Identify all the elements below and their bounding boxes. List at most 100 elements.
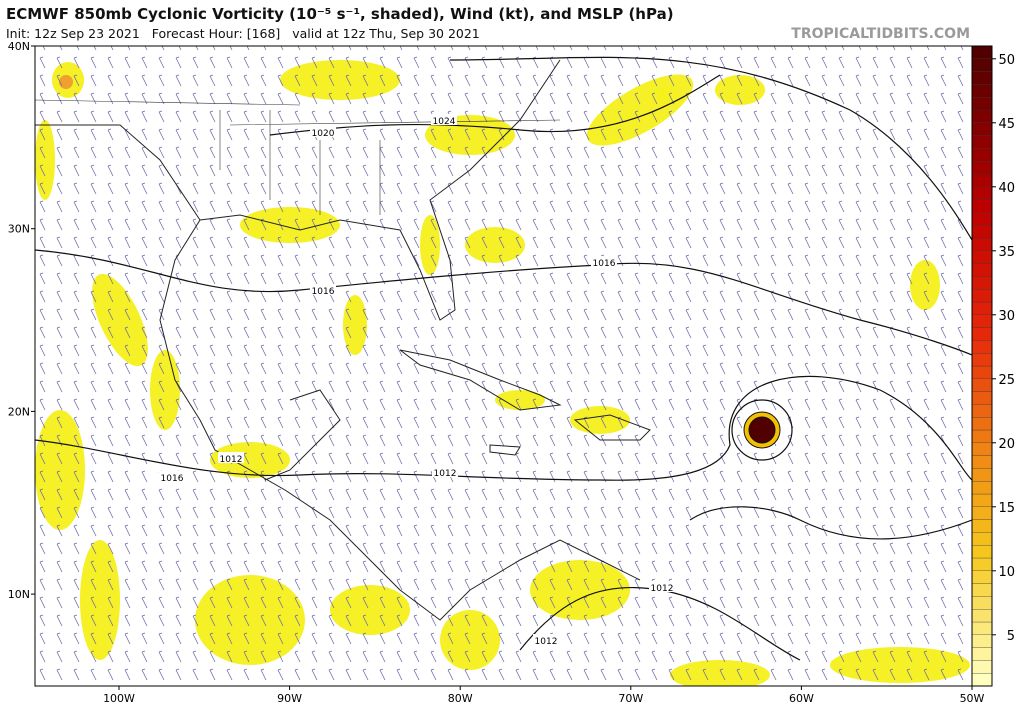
- colorbar-step: [971, 596, 993, 610]
- colorbar-step: [971, 493, 993, 507]
- colorbar-step: [971, 468, 993, 482]
- isobar-label: 1012: [220, 455, 243, 465]
- colorbar-step: [971, 161, 993, 175]
- colorbar-frame: [971, 45, 993, 687]
- colorbar-label: 35: [998, 245, 1015, 260]
- colorbar-step: [971, 327, 993, 341]
- isobar-label: 1012: [651, 584, 674, 594]
- colorbar-label: 45: [998, 117, 1015, 132]
- colorbar-step: [971, 71, 993, 85]
- colorbar: 5 10 15 20 25 30 35 40 45 50: [971, 45, 1015, 687]
- colorbar-label: 25: [998, 373, 1015, 388]
- isobar-label-bg: [310, 126, 336, 137]
- isobar-label-bg: [310, 284, 336, 295]
- colorbar-step: [971, 621, 993, 635]
- colorbar-step: [971, 532, 993, 546]
- colorbar-step: [971, 237, 993, 251]
- lon-label: 90W: [277, 692, 302, 705]
- lon-label: 100W: [103, 692, 135, 705]
- colorbar-step: [971, 570, 993, 584]
- colorbar-step: [971, 45, 993, 59]
- colorbar-step: [971, 391, 993, 405]
- colorbar-step: [971, 122, 993, 136]
- lon-label: 50W: [960, 692, 985, 705]
- colorbar-step: [971, 135, 993, 149]
- colorbar-step: [971, 583, 993, 597]
- isobar-label: 1024: [433, 117, 456, 127]
- colorbar-step: [971, 545, 993, 559]
- colorbar-step: [971, 199, 993, 213]
- colorbar-step: [971, 301, 993, 315]
- lat-label: 40N: [8, 40, 30, 53]
- colorbar-label: 30: [998, 309, 1015, 324]
- colorbar-step: [971, 557, 993, 571]
- colorbar-step: [971, 609, 993, 623]
- colorbar-step: [971, 97, 993, 111]
- colorbar-step: [971, 173, 993, 187]
- lon-label: 60W: [789, 692, 814, 705]
- colorbar-step: [971, 250, 993, 264]
- colorbar-step: [971, 353, 993, 367]
- isobar-label-bg: [649, 581, 675, 592]
- coastlines: [35, 59, 651, 621]
- isobar-label-bg: [533, 634, 559, 645]
- map: 1020 1024 1016 1016 1012 1016 1012 1012 1012: [35, 46, 972, 686]
- lon-label: 70W: [618, 692, 643, 705]
- colorbar-step: [971, 417, 993, 431]
- colorbar-label: 15: [998, 501, 1015, 516]
- colorbar-step: [971, 225, 993, 239]
- colorbar-step: [971, 263, 993, 277]
- colorbar-label: 10: [998, 565, 1015, 580]
- wind-barbs: [35, 46, 972, 686]
- colorbar-step: [971, 378, 993, 392]
- colorbar-step: [971, 212, 993, 226]
- isobar-label: 1016: [161, 474, 184, 484]
- colorbar-step: [971, 647, 993, 661]
- lat-label: 30N: [8, 223, 30, 236]
- isobar-label-bg: [218, 452, 244, 463]
- axes-labels: 40N 30N 20N 10N 100W 90W 80W 70W 60W 50W: [8, 40, 985, 705]
- lat-label: 10N: [8, 588, 30, 601]
- colorbar-label: 50: [998, 53, 1015, 68]
- isobar-label-bg: [432, 466, 458, 477]
- isobars: [35, 56, 972, 661]
- colorbar-label: 20: [998, 437, 1015, 452]
- colorbar-step: [971, 481, 993, 495]
- lat-label: 20N: [8, 405, 30, 418]
- colorbar-step: [971, 429, 993, 443]
- credit: TROPICALTIDBITS.COM: [791, 26, 970, 42]
- isobar-label: 1016: [312, 287, 335, 297]
- colorbar-step: [971, 404, 993, 418]
- isobar-label: 1012: [434, 469, 457, 479]
- colorbar-step: [971, 340, 993, 354]
- colorbar-step: [971, 58, 993, 72]
- title: ECMWF 850mb Cyclonic Vorticity (10⁻⁵ s⁻¹…: [6, 5, 674, 23]
- colorbar-step: [971, 84, 993, 98]
- lon-label: 80W: [448, 692, 473, 705]
- subtitle: Init: 12z Sep 23 2021 Forecast Hour: [16…: [6, 26, 480, 41]
- colorbar-step: [971, 506, 993, 520]
- colorbar-step: [971, 673, 993, 687]
- colorbar-step: [971, 314, 993, 328]
- colorbar-step: [971, 519, 993, 533]
- colorbar-step: [971, 455, 993, 469]
- colorbar-step: [971, 186, 993, 200]
- colorbar-step: [971, 442, 993, 456]
- colorbar-step: [971, 148, 993, 162]
- colorbar-step: [971, 660, 993, 674]
- colorbar-label: 5: [1007, 629, 1015, 644]
- isobar-labels: 1020 1024 1016 1016 1012 1016 1012 1012 1012: [159, 114, 675, 647]
- colorbar-step: [971, 276, 993, 290]
- isobar-label-bg: [159, 471, 185, 482]
- colorbar-step: [971, 289, 993, 303]
- isobar-label: 1020: [312, 129, 335, 139]
- isobar-label-bg: [431, 114, 457, 125]
- isobar-label-bg: [591, 256, 617, 267]
- colorbar-step: [971, 365, 993, 379]
- colorbar-step: [971, 109, 993, 123]
- colorbar-step: [971, 634, 993, 648]
- isobar-label: 1012: [535, 637, 558, 647]
- isobar-label: 1016: [593, 259, 616, 269]
- colorbar-label: 40: [998, 181, 1015, 196]
